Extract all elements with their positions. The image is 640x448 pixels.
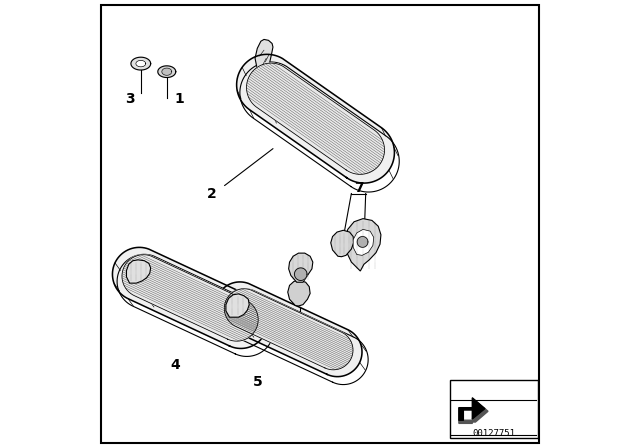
Polygon shape	[331, 230, 353, 257]
Text: 5: 5	[253, 375, 263, 389]
Text: 6: 6	[295, 319, 305, 333]
Polygon shape	[224, 289, 353, 370]
Text: 1: 1	[174, 92, 184, 107]
Polygon shape	[162, 68, 172, 75]
Polygon shape	[459, 409, 488, 423]
Polygon shape	[345, 219, 381, 271]
Text: 2: 2	[207, 186, 216, 201]
Polygon shape	[113, 247, 268, 349]
Bar	[450, 380, 538, 438]
Text: 3: 3	[125, 92, 134, 107]
Polygon shape	[357, 237, 368, 247]
Polygon shape	[122, 254, 258, 341]
Polygon shape	[136, 60, 146, 67]
Polygon shape	[288, 280, 310, 306]
Polygon shape	[127, 260, 150, 283]
Text: 7: 7	[354, 181, 364, 195]
Polygon shape	[215, 282, 362, 377]
Polygon shape	[459, 398, 485, 420]
Polygon shape	[246, 63, 385, 174]
Polygon shape	[289, 253, 313, 282]
Polygon shape	[158, 66, 176, 78]
Polygon shape	[237, 54, 394, 183]
Text: 00127751: 00127751	[472, 429, 515, 438]
Polygon shape	[226, 294, 249, 317]
Polygon shape	[255, 39, 273, 81]
Text: 4: 4	[171, 358, 180, 372]
Polygon shape	[294, 268, 307, 280]
Polygon shape	[131, 57, 150, 70]
Polygon shape	[353, 229, 374, 255]
